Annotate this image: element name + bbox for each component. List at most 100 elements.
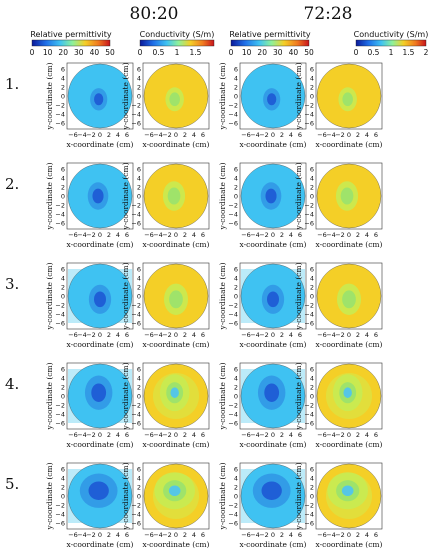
x-tick-label: 2 [356,331,360,339]
y-tick-label: 2 [310,84,314,92]
x-axis-label: x-coordinate (cm) [240,240,307,249]
y-tick-label: 2 [310,484,314,492]
y-axis-label: y-coordinate (cm) [294,162,303,230]
y-tick-label: −4 [131,311,141,319]
y-tick-label: −2 [228,302,238,310]
target-center [170,387,179,398]
y-tick-label: −6 [55,320,65,328]
x-tick-label: −2 [259,131,269,139]
x-tick-label: −4 [250,331,260,339]
y-tick-label: −6 [304,220,314,228]
y-tick-label: −2 [55,102,65,110]
x-axis-label: x-coordinate (cm) [67,240,134,249]
x-tick-label: −6 [317,331,327,339]
colorbar-gradient [139,39,215,47]
x-tick-label: 6 [374,131,378,139]
y-tick-label: 6 [137,266,141,274]
colorbar-tick-label: 40 [289,48,299,57]
y-tick-label: 2 [234,184,238,192]
y-tick-label: −2 [304,302,314,310]
y-tick-label: −4 [55,111,65,119]
y-tick-label: 6 [61,466,65,474]
x-tick-label: −6 [144,431,154,439]
x-tick-label: 2 [183,331,187,339]
y-tick-label: −6 [228,420,238,428]
y-tick-label: 6 [310,466,314,474]
y-tick-label: −2 [304,402,314,410]
y-tick-label: 0 [61,493,65,501]
y-tick-label: 2 [234,384,238,392]
y-axis-label: y-coordinate (cm) [218,262,227,330]
colorbar-tick-label: 10 [43,48,53,57]
colorbar-4: Conductivity (S/m) 0 0.5 1 1.5 2 [354,30,429,57]
y-axis-label: y-coordinate (cm) [294,62,303,130]
y-tick-label: −6 [55,420,65,428]
y-tick-label: −4 [55,411,65,419]
x-axis-label: x-coordinate (cm) [143,240,210,249]
y-tick-label: −6 [55,520,65,528]
x-tick-label: 6 [125,331,129,339]
colorbar-tick-label: 40 [90,48,100,57]
y-axis-label: y-coordinate (cm) [294,462,303,530]
y-tick-label: −4 [55,311,65,319]
x-tick-label: 6 [125,431,129,439]
y-tick-label: 6 [137,466,141,474]
y-axis-label: y-coordinate (cm) [45,362,54,430]
x-tick-label: −6 [144,331,154,339]
x-tick-label: 2 [356,431,360,439]
y-tick-label: 4 [310,75,314,83]
y-tick-label: 0 [310,293,314,301]
x-tick-label: 6 [201,131,205,139]
x-tick-label: −2 [335,131,345,139]
y-tick-label: −4 [55,511,65,519]
x-tick-label: 4 [365,131,369,139]
x-tick-label: 4 [365,531,369,539]
x-tick-label: 2 [183,431,187,439]
y-tick-label: −4 [228,511,238,519]
y-axis-label: y-coordinate (cm) [218,162,227,230]
x-tick-label: −4 [250,131,260,139]
x-tick-label: 0 [347,331,351,339]
target-core [264,383,280,402]
y-tick-label: 0 [234,193,238,201]
y-tick-label: 4 [61,175,65,183]
target-core [267,93,277,106]
x-tick-label: −2 [86,131,96,139]
y-tick-label: 0 [137,193,141,201]
x-tick-label: −4 [326,431,336,439]
row-label: 5. [5,475,19,493]
x-tick-label: −2 [162,131,172,139]
x-tick-label: 6 [298,131,302,139]
x-tick-label: 0 [174,331,178,339]
target-core [342,290,356,309]
y-tick-label: −4 [304,111,314,119]
x-tick-label: 0 [271,431,275,439]
colorbar-tick-label: 30 [273,48,283,57]
group-label-72-28: 72:28 [304,4,353,24]
x-tick-label: −4 [77,531,87,539]
row-label: 4. [5,375,19,393]
colorbar-tick-label: 0 [30,48,35,57]
x-axis-label: x-coordinate (cm) [143,540,210,549]
colorbar-gradient [230,39,310,47]
x-tick-label: 4 [289,431,293,439]
x-tick-label: −2 [162,331,172,339]
x-tick-label: −6 [317,431,327,439]
x-tick-label: 6 [201,331,205,339]
y-tick-label: 0 [61,93,65,101]
x-tick-label: 2 [280,431,284,439]
y-tick-label: 2 [310,384,314,392]
x-tick-label: 0 [347,131,351,139]
x-tick-label: 0 [98,231,102,239]
colorbar-tick-label: 0.5 [368,48,380,57]
x-tick-label: 4 [116,531,120,539]
x-axis-label: x-coordinate (cm) [240,540,307,549]
x-tick-label: 2 [280,131,284,139]
x-axis-label: x-coordinate (cm) [316,540,383,549]
